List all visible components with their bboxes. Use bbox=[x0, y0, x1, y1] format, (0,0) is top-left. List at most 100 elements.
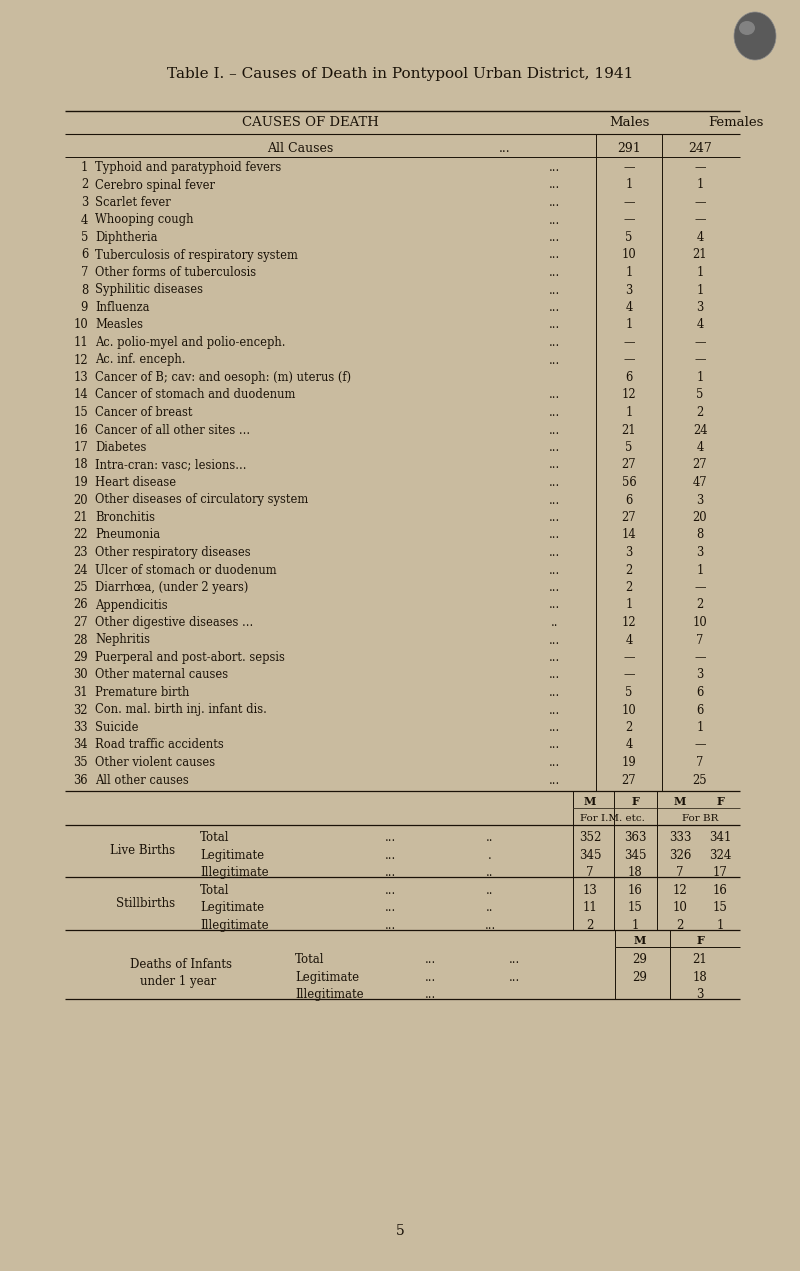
Text: Whooping cough: Whooping cough bbox=[95, 214, 194, 226]
Text: Heart disease: Heart disease bbox=[95, 477, 176, 489]
Text: ...: ... bbox=[384, 866, 396, 880]
Text: 4: 4 bbox=[696, 319, 704, 332]
Text: 27: 27 bbox=[74, 616, 88, 629]
Text: ..: .. bbox=[551, 616, 558, 629]
Text: Other violent causes: Other violent causes bbox=[95, 756, 215, 769]
Text: —: — bbox=[694, 214, 706, 226]
Text: 7: 7 bbox=[676, 866, 684, 880]
Text: 5: 5 bbox=[81, 231, 88, 244]
Text: Ulcer of stomach or duodenum: Ulcer of stomach or duodenum bbox=[95, 563, 277, 577]
Text: 23: 23 bbox=[74, 547, 88, 559]
Text: ...: ... bbox=[550, 547, 561, 559]
Text: F: F bbox=[631, 796, 639, 807]
Text: 324: 324 bbox=[709, 849, 731, 862]
Text: Deaths of Infants: Deaths of Infants bbox=[130, 957, 232, 971]
Text: 4: 4 bbox=[626, 301, 633, 314]
Text: 24: 24 bbox=[693, 423, 707, 436]
Text: 1: 1 bbox=[696, 563, 704, 577]
Text: 21: 21 bbox=[74, 511, 88, 524]
Text: 10: 10 bbox=[622, 704, 636, 717]
Text: ...: ... bbox=[550, 441, 561, 454]
Text: ...: ... bbox=[499, 141, 511, 155]
Text: 11: 11 bbox=[74, 336, 88, 350]
Text: 3: 3 bbox=[696, 547, 704, 559]
Text: 17: 17 bbox=[713, 866, 727, 880]
Text: ...: ... bbox=[550, 405, 561, 419]
Text: 1: 1 bbox=[626, 405, 633, 419]
Ellipse shape bbox=[734, 11, 776, 60]
Text: ...: ... bbox=[550, 459, 561, 472]
Text: 16: 16 bbox=[74, 423, 88, 436]
Text: .: . bbox=[488, 849, 492, 862]
Text: Bronchitis: Bronchitis bbox=[95, 511, 155, 524]
Text: Tuberculosis of respiratory system: Tuberculosis of respiratory system bbox=[95, 249, 298, 262]
Text: 10: 10 bbox=[74, 319, 88, 332]
Text: ...: ... bbox=[550, 686, 561, 699]
Text: ...: ... bbox=[550, 669, 561, 681]
Text: 7: 7 bbox=[81, 266, 88, 280]
Text: 7: 7 bbox=[696, 756, 704, 769]
Text: —: — bbox=[623, 214, 634, 226]
Text: 19: 19 bbox=[74, 477, 88, 489]
Text: 3: 3 bbox=[696, 988, 704, 1002]
Text: Nephritis: Nephritis bbox=[95, 633, 150, 647]
Text: 1: 1 bbox=[626, 178, 633, 192]
Text: —: — bbox=[694, 738, 706, 751]
Text: Ac. inf. enceph.: Ac. inf. enceph. bbox=[95, 353, 186, 366]
Text: —: — bbox=[694, 196, 706, 208]
Text: —: — bbox=[623, 669, 634, 681]
Text: ...: ... bbox=[424, 971, 436, 984]
Text: —: — bbox=[623, 336, 634, 350]
Text: 7: 7 bbox=[586, 866, 594, 880]
Text: ...: ... bbox=[550, 301, 561, 314]
Text: Appendicitis: Appendicitis bbox=[95, 599, 168, 611]
Text: 21: 21 bbox=[693, 249, 707, 262]
Text: 21: 21 bbox=[693, 953, 707, 966]
Text: ...: ... bbox=[550, 738, 561, 751]
Text: Other diseases of circulatory system: Other diseases of circulatory system bbox=[95, 493, 308, 507]
Text: Ac. polio-myel and polio-enceph.: Ac. polio-myel and polio-enceph. bbox=[95, 336, 286, 350]
Text: 14: 14 bbox=[622, 529, 636, 541]
Text: 18: 18 bbox=[628, 866, 642, 880]
Text: 363: 363 bbox=[624, 831, 646, 844]
Text: 8: 8 bbox=[81, 283, 88, 296]
Text: For I.M. etc.: For I.M. etc. bbox=[580, 813, 645, 824]
Text: 32: 32 bbox=[74, 704, 88, 717]
Text: F: F bbox=[716, 796, 724, 807]
Text: 333: 333 bbox=[669, 831, 691, 844]
Text: Diabetes: Diabetes bbox=[95, 441, 146, 454]
Text: ...: ... bbox=[510, 953, 521, 966]
Text: 2: 2 bbox=[626, 721, 633, 733]
Text: 4: 4 bbox=[696, 231, 704, 244]
Text: Premature birth: Premature birth bbox=[95, 686, 190, 699]
Text: 29: 29 bbox=[633, 971, 647, 984]
Text: 24: 24 bbox=[74, 563, 88, 577]
Text: ...: ... bbox=[424, 988, 436, 1002]
Text: 14: 14 bbox=[74, 389, 88, 402]
Text: 47: 47 bbox=[693, 477, 707, 489]
Text: 18: 18 bbox=[74, 459, 88, 472]
Text: For BR: For BR bbox=[682, 813, 718, 824]
Text: ...: ... bbox=[550, 214, 561, 226]
Text: 341: 341 bbox=[709, 831, 731, 844]
Text: Influenza: Influenza bbox=[95, 301, 150, 314]
Text: ...: ... bbox=[384, 883, 396, 896]
Text: ..: .. bbox=[486, 866, 494, 880]
Text: Table I. – Causes of Death in Pontypool Urban District, 1941: Table I. – Causes of Death in Pontypool … bbox=[167, 67, 633, 81]
Text: 17: 17 bbox=[74, 441, 88, 454]
Text: ...: ... bbox=[550, 529, 561, 541]
Text: Diphtheria: Diphtheria bbox=[95, 231, 158, 244]
Text: All Causes: All Causes bbox=[267, 141, 333, 155]
Text: ...: ... bbox=[550, 477, 561, 489]
Text: 33: 33 bbox=[74, 721, 88, 733]
Text: 6: 6 bbox=[626, 371, 633, 384]
Text: Cancer of all other sites ...: Cancer of all other sites ... bbox=[95, 423, 250, 436]
Text: 6: 6 bbox=[81, 249, 88, 262]
Text: 3: 3 bbox=[696, 301, 704, 314]
Text: 3: 3 bbox=[696, 493, 704, 507]
Text: Pneumonia: Pneumonia bbox=[95, 529, 160, 541]
Text: ...: ... bbox=[384, 849, 396, 862]
Text: 35: 35 bbox=[74, 756, 88, 769]
Text: 6: 6 bbox=[696, 686, 704, 699]
Text: ..: .. bbox=[486, 883, 494, 896]
